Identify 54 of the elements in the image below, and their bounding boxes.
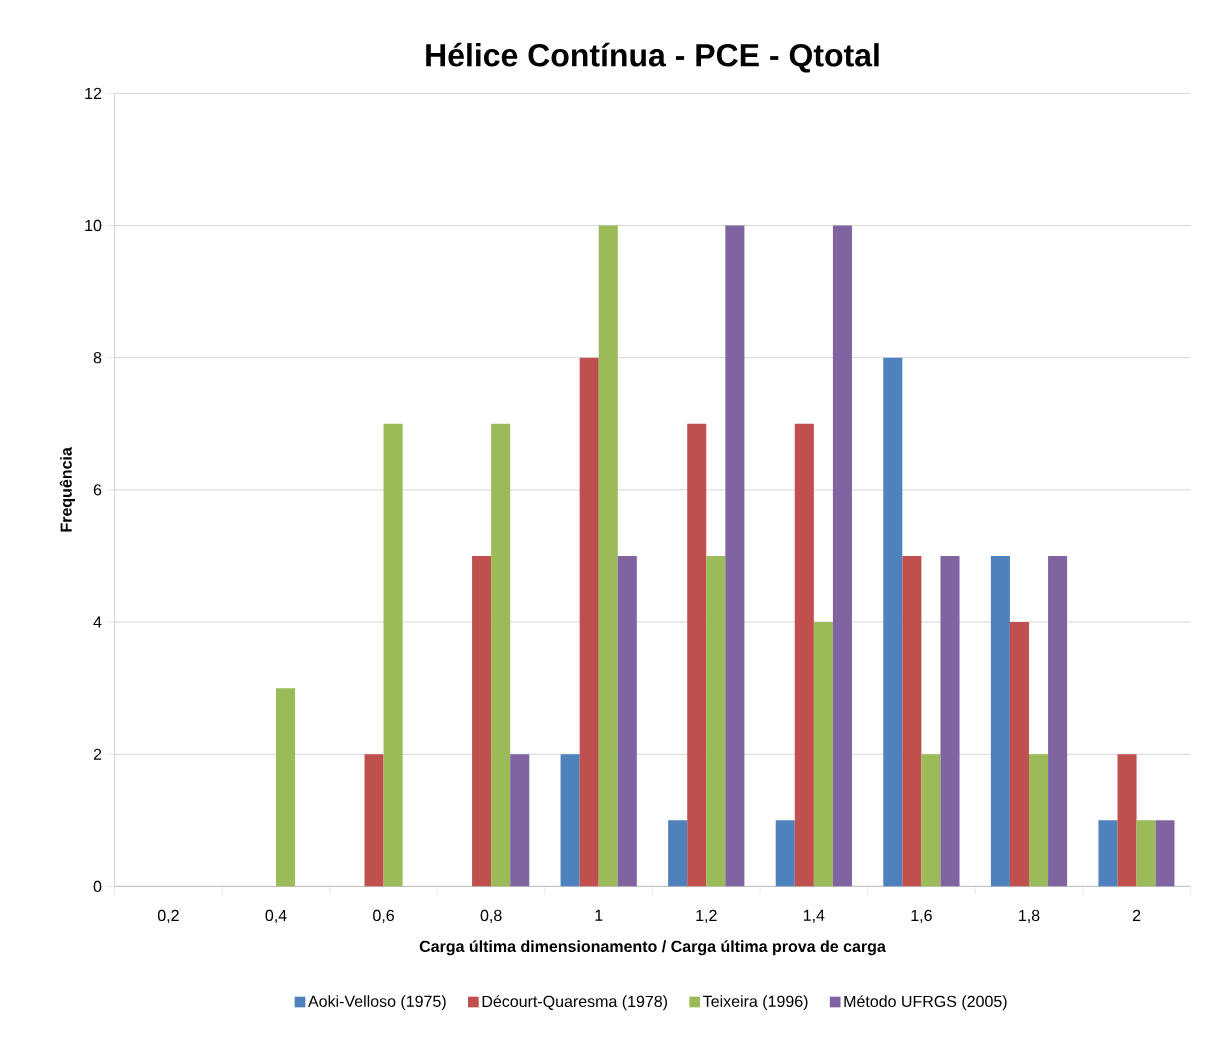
bar	[1028, 754, 1049, 887]
bar	[383, 423, 403, 887]
bar	[579, 357, 599, 887]
x-tick-label: 1,2	[696, 909, 717, 924]
bar	[491, 423, 511, 887]
x-tick-label: 0,4	[265, 909, 287, 924]
x-axis-title: Carga última dimensionamento / Carga última prova de carga	[419, 940, 886, 956]
x-tick-label: 0,2	[157, 909, 179, 924]
bar	[990, 556, 1010, 887]
x-tick-label: 0,8	[480, 909, 502, 924]
legend-label: Método UFRGS (2005)	[844, 995, 1007, 1011]
bar	[1098, 820, 1118, 887]
x-tick-label: 2	[1132, 909, 1141, 922]
bar	[1155, 820, 1175, 887]
bar	[598, 225, 618, 887]
y-tick-label: 2	[93, 748, 102, 760]
bar	[687, 423, 707, 887]
x-tick-label: 0,6	[373, 909, 394, 924]
bar	[1117, 754, 1137, 887]
bar	[813, 622, 833, 887]
x-tick-label: 1,4	[803, 909, 825, 923]
bar	[617, 556, 637, 887]
bar	[1136, 820, 1156, 887]
bar	[883, 357, 903, 887]
bar	[725, 225, 745, 887]
bar	[364, 754, 384, 887]
bar	[1009, 622, 1029, 887]
bar	[1048, 556, 1068, 887]
bar	[940, 556, 960, 887]
chart-title: Hélice Contínua - PCE - Qtotal	[426, 42, 879, 73]
bar	[902, 556, 922, 887]
y-tick-label: 0	[93, 880, 102, 893]
x-tick-label: 1	[595, 909, 603, 921]
y-tick-label: 4	[93, 616, 102, 628]
y-tick-label: 12	[85, 87, 102, 100]
x-tick-label: 1,6	[911, 909, 932, 924]
y-tick-label: 6	[93, 484, 102, 496]
bar	[560, 754, 580, 887]
bar	[921, 754, 941, 887]
bar	[472, 556, 492, 887]
y-tick-label: 8	[93, 352, 102, 364]
legend-label: Décourt-Quaresma (1978)	[482, 995, 668, 1011]
bar	[832, 225, 852, 887]
y-tick-label: 10	[85, 219, 102, 232]
x-tick-label: 1,8	[1019, 909, 1040, 924]
bar	[775, 820, 795, 887]
legend-label: Aoki-Velloso (1975)	[308, 995, 446, 1011]
bar	[706, 556, 726, 887]
bar	[510, 754, 530, 887]
bar	[275, 688, 296, 887]
bar	[668, 820, 688, 887]
bar	[794, 423, 814, 887]
y-axis-title: Frequência	[59, 447, 75, 532]
legend-label: Teixeira (1996)	[703, 995, 808, 1011]
